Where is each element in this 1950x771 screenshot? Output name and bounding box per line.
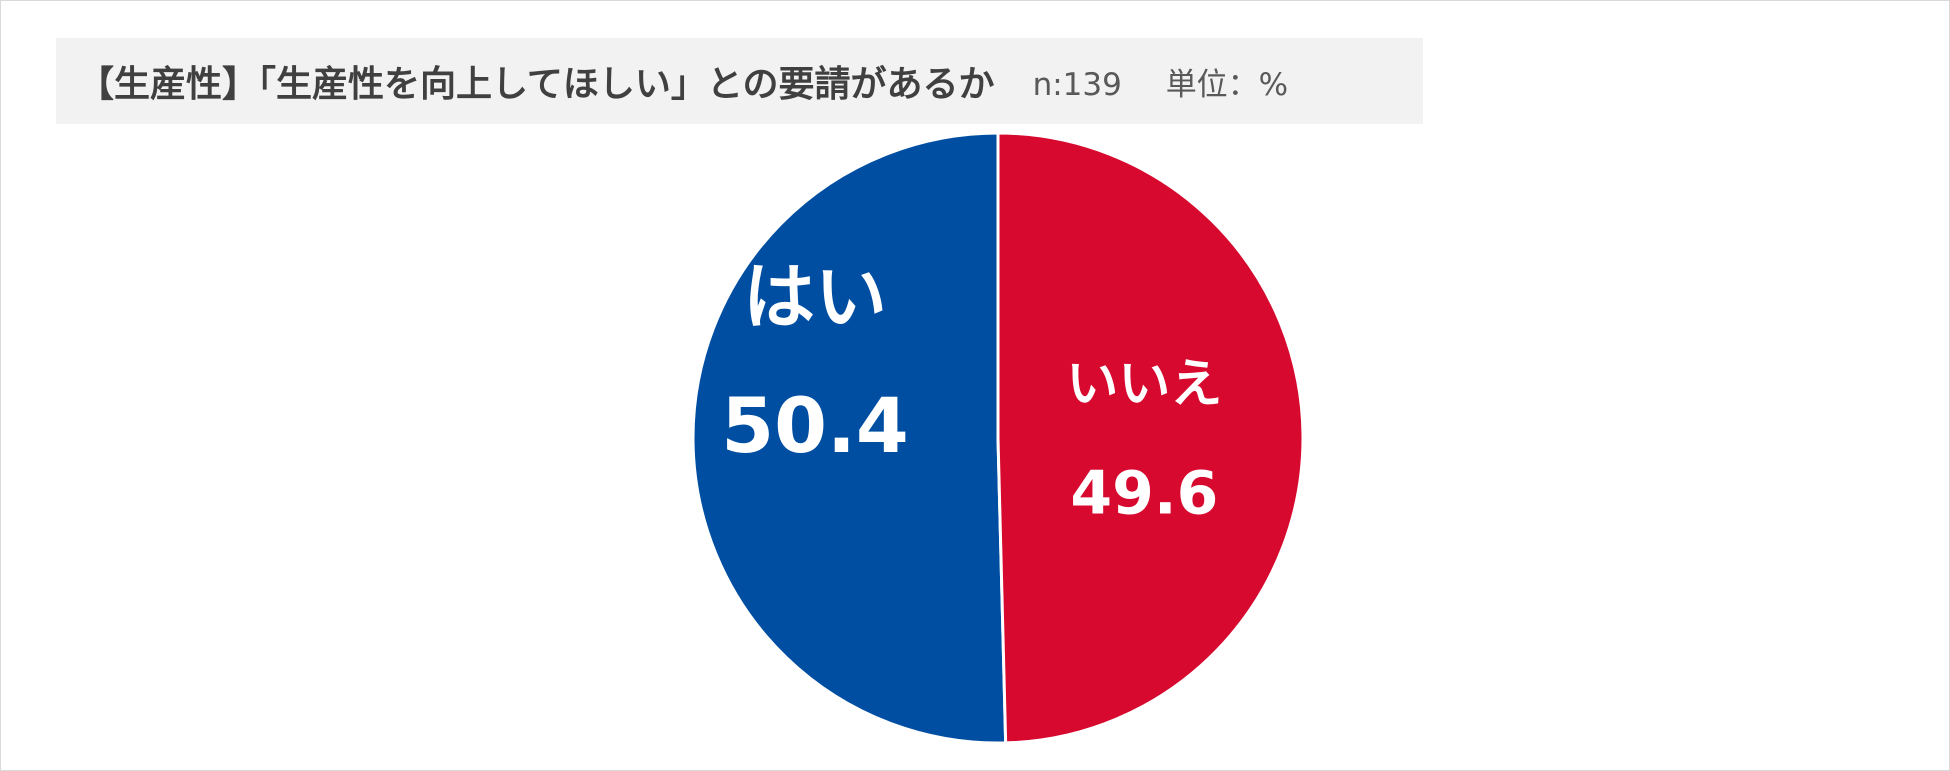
unit-label: 単位：%	[1165, 66, 1289, 103]
pie-slices	[691, 131, 1305, 745]
slice-yes	[691, 131, 1008, 745]
value-label: 50.4	[721, 381, 909, 470]
category-label: いいえ	[1066, 354, 1222, 414]
category-label: はい	[743, 255, 887, 339]
sample-size: n:139	[1032, 66, 1122, 103]
slice-no	[996, 131, 1305, 745]
title-bar: 【生産性】「生産性を向上してほしい」との要請があるか n:139 単位：%	[56, 38, 1423, 124]
chart-meta: n:139 単位：%	[1033, 59, 1289, 104]
chart-title: 【生産性】「生産性を向上してほしい」との要請があるか	[78, 64, 995, 105]
value-label: 49.6	[1070, 458, 1218, 528]
pie-labels: はい 50.4 いいえ 49.6	[721, 255, 1222, 528]
